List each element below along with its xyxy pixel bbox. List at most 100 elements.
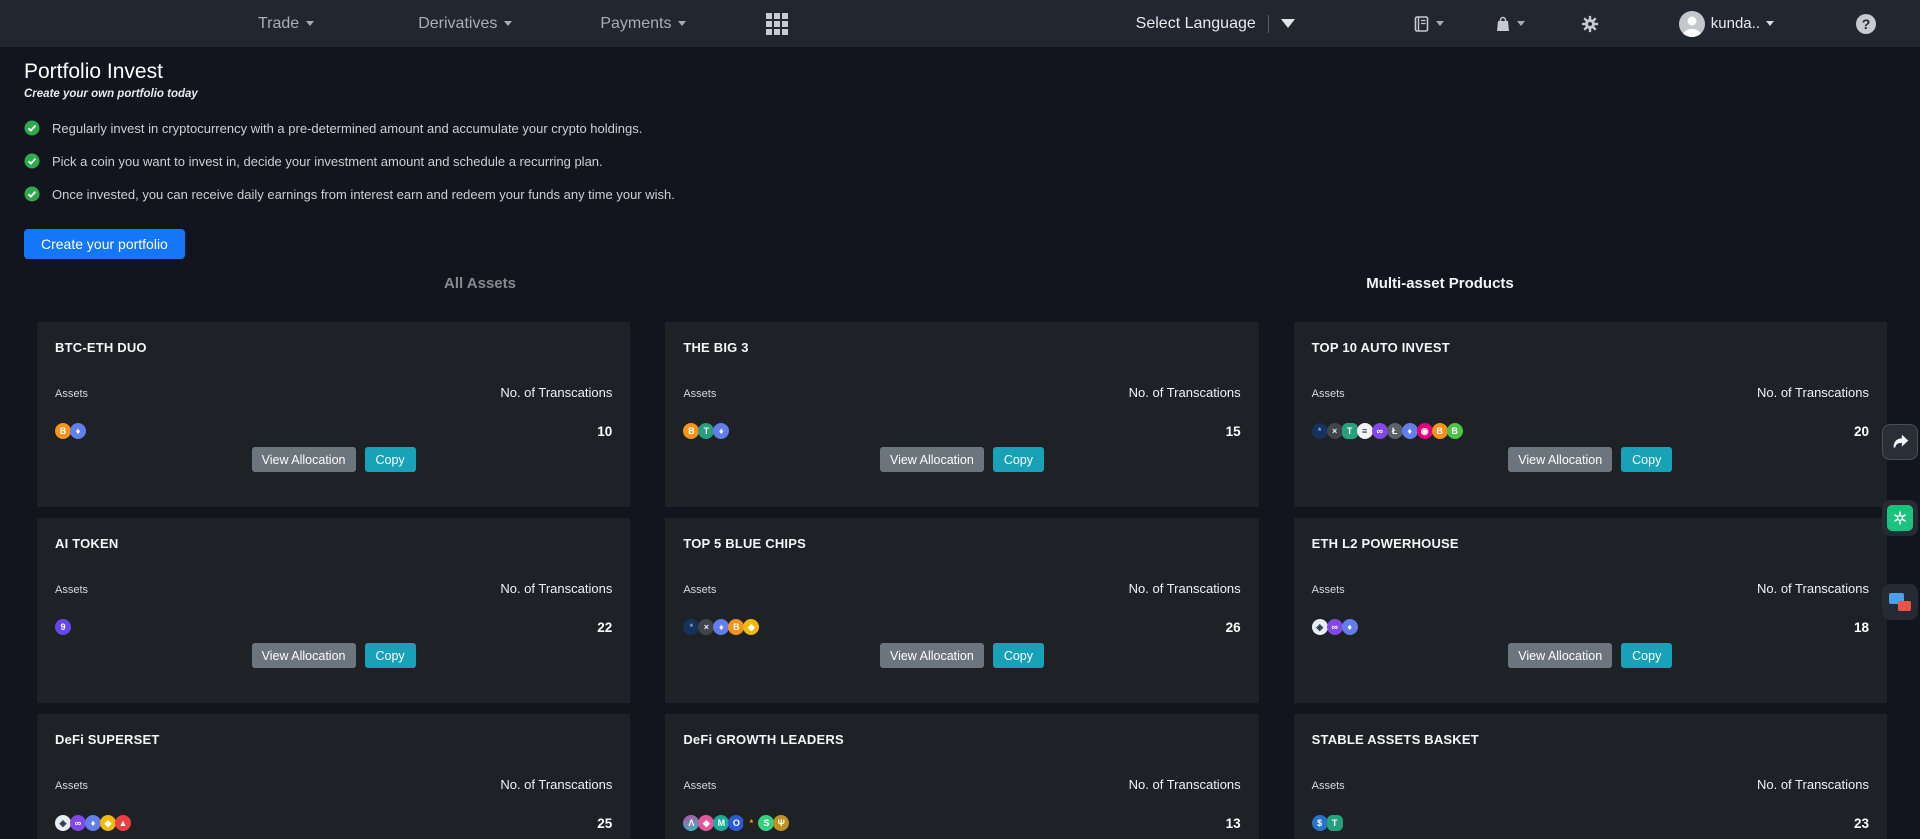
asset-icons: $ T — [1311, 815, 1343, 831]
view-allocation-button[interactable]: View Allocation — [879, 643, 984, 668]
create-portfolio-button[interactable]: Create your portfolio — [24, 229, 185, 259]
asset-icon-link: O — [728, 815, 745, 831]
card-actions: View Allocation Copy — [665, 643, 1258, 668]
copy-button[interactable]: Copy — [364, 447, 416, 472]
portfolio-cards-grid: BTC-ETH DUO Assets No. of Transcations B… — [37, 322, 1887, 839]
card-title: BTC-ETH DUO — [55, 340, 147, 355]
copy-button[interactable]: Copy — [364, 643, 416, 668]
transactions-label: No. of Transcations — [1128, 385, 1241, 400]
view-allocation-button[interactable]: View Allocation — [1508, 643, 1613, 668]
asset-icon-bch: B — [1446, 423, 1463, 439]
page-subtitle: Create your own portfolio today — [24, 88, 198, 100]
card-actions: View Allocation Copy — [37, 643, 630, 668]
asset-icon-bnb: ◆ — [100, 815, 116, 831]
card-labels-row: Assets No. of Transcations — [683, 777, 1240, 792]
asset-icon-avax: ▲ — [115, 815, 131, 831]
card-values-row: * × ♦ B ◆ 26 — [683, 618, 1241, 636]
asset-icons: ◈ ∞ ♦ — [1311, 619, 1358, 635]
assets-label: Assets — [683, 780, 717, 792]
transactions-count: 13 — [1225, 815, 1241, 831]
asset-icon-matic: ∞ — [70, 815, 86, 831]
view-allocation-button[interactable]: View Allocation — [251, 447, 356, 472]
transactions-count: 23 — [1853, 815, 1869, 831]
section-headers: All Assets Multi-asset Products — [0, 275, 1920, 292]
card-title: THE BIG 3 — [683, 340, 749, 355]
transactions-count: 20 — [1853, 423, 1869, 439]
settings-button[interactable] — [1581, 15, 1599, 33]
portfolio-invest-hero: Portfolio Invest Create your own portfol… — [0, 47, 1920, 259]
language-dropdown-icon — [1280, 19, 1295, 28]
assets-label: Assets — [1311, 388, 1345, 400]
copy-button[interactable]: Copy — [992, 447, 1045, 472]
assets-label: Assets — [55, 388, 89, 400]
feature-bullets: Regularly invest in cryptocurrency with … — [24, 120, 1896, 202]
view-allocation-button[interactable]: View Allocation — [251, 643, 356, 668]
feature-bullet: Pick a coin you want to invest in, decid… — [24, 153, 1896, 169]
nav-menu-trade[interactable]: Trade — [258, 14, 315, 33]
card-labels-row: Assets No. of Transcations — [55, 777, 612, 792]
chevron-down-icon — [306, 21, 315, 26]
portfolio-card: AI TOKEN Assets No. of Transcations 9 22… — [37, 518, 631, 703]
assets-bag-button[interactable] — [1494, 15, 1525, 33]
asset-icons: Λ ◆ M O * S Ψ — [683, 815, 790, 831]
translator-extension-button[interactable] — [1882, 584, 1918, 620]
asset-icon-btc: B — [683, 423, 700, 439]
asset-icon-ada: * — [1311, 423, 1328, 439]
language-label: Select Language — [1135, 14, 1256, 32]
chatgpt-extension-button[interactable] — [1882, 500, 1918, 536]
username-label: kunda.. — [1710, 15, 1760, 32]
portfolio-card: DeFi GROWTH LEADERS Assets No. of Transc… — [665, 714, 1259, 839]
asset-icon-psi: Ψ — [773, 815, 790, 831]
nav-menu-payments[interactable]: Payments — [600, 15, 687, 33]
transactions-count: 15 — [1225, 423, 1241, 439]
asset-icon-btc: B — [1431, 423, 1448, 439]
assets-label: Assets — [1311, 780, 1345, 792]
share-shortcut-button[interactable] — [1882, 424, 1918, 460]
orders-book-button[interactable] — [1413, 15, 1444, 33]
asset-icon-eth: ♦ — [713, 619, 730, 635]
nav-menu-derivatives[interactable]: Derivatives — [418, 15, 513, 33]
asset-icon-btc: B — [728, 619, 745, 635]
asset-icon-ltc: Ł — [1386, 423, 1403, 439]
transactions-label: No. of Transcations — [500, 777, 613, 792]
card-values-row: Λ ◆ M O * S Ψ 13 — [683, 814, 1241, 832]
chat-bubbles-icon — [1889, 593, 1911, 611]
transactions-count: 18 — [1853, 619, 1869, 635]
orders-book-icon — [1414, 15, 1429, 32]
divider — [1267, 14, 1269, 33]
card-title: ETH L2 POWERHOUSE — [1311, 536, 1459, 551]
chevron-down-icon — [1516, 21, 1525, 26]
check-circle-icon — [24, 186, 40, 202]
portfolio-card: THE BIG 3 Assets No. of Transcations B T ♦… — [665, 322, 1259, 507]
transactions-label: No. of Transcations — [500, 581, 613, 596]
card-title: DeFi GROWTH LEADERS — [683, 732, 844, 747]
bullet-text: Pick a coin you want to invest in, decid… — [52, 153, 603, 169]
copy-button[interactable]: Copy — [1621, 447, 1673, 472]
assets-label: Assets — [55, 780, 89, 792]
transactions-count: 26 — [1225, 619, 1241, 635]
asset-icon-bnb: ◆ — [743, 619, 760, 635]
card-labels-row: Assets No. of Transcations — [1312, 581, 1869, 596]
asset-icon-crv: * — [743, 815, 760, 831]
copy-button[interactable]: Copy — [992, 643, 1045, 668]
transactions-label: No. of Transcations — [1756, 385, 1869, 400]
card-title: STABLE ASSETS BASKET — [1311, 732, 1479, 747]
language-selector[interactable]: Select Language — [1135, 14, 1295, 33]
view-allocation-button[interactable]: View Allocation — [879, 447, 984, 472]
nav-menus: Trade Derivatives Payments — [0, 0, 789, 47]
nav-right: Select Language — [1136, 0, 1920, 47]
portfolio-card: STABLE ASSETS BASKET Assets No. of Trans… — [1293, 714, 1887, 839]
portfolio-card: DeFi SUPERSET Assets No. of Transcations… — [37, 714, 631, 839]
feature-bullet: Regularly invest in cryptocurrency with … — [24, 120, 1896, 136]
assets-label: Assets — [1311, 584, 1345, 596]
card-values-row: * × T ≡ ∞ Ł ♦ ◉ B B 20 — [1311, 422, 1869, 440]
help-icon[interactable]: ? — [1856, 13, 1876, 34]
nav-menu-trade-label: Trade — [258, 14, 300, 32]
user-menu[interactable]: kunda.. — [1678, 10, 1774, 37]
view-allocation-button[interactable]: View Allocation — [1508, 447, 1613, 472]
copy-button[interactable]: Copy — [1621, 643, 1673, 668]
assets-label: Assets — [683, 584, 717, 596]
transactions-label: No. of Transcations — [1756, 581, 1869, 596]
asset-icon-eth: ♦ — [1341, 619, 1358, 635]
apps-grid-icon[interactable] — [766, 12, 789, 35]
